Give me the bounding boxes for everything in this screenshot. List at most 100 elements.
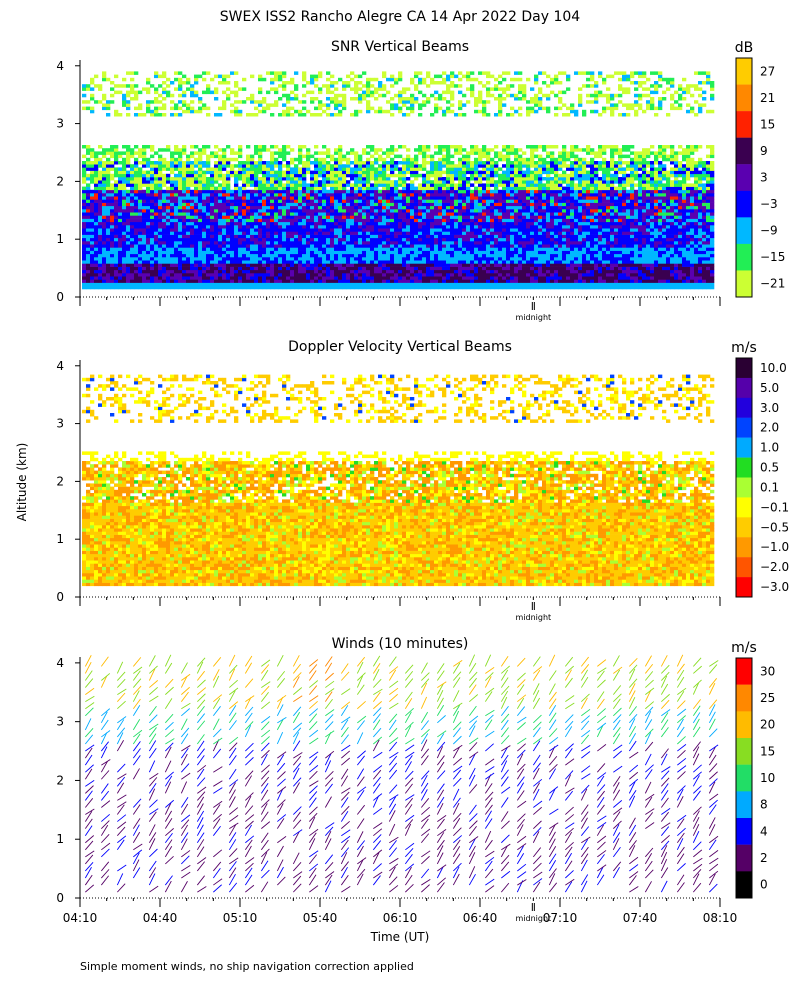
- colorbar-swatch: [736, 137, 752, 165]
- colorbar-swatch: [736, 243, 752, 271]
- x-tick-label: 05:40: [303, 911, 338, 925]
- y-tick-label: 2: [56, 474, 64, 488]
- colorbar-swatch: [736, 58, 752, 85]
- colorbar-label: 4: [760, 824, 768, 838]
- figure-title: SWEX ISS2 Rancho Alegre CA 14 Apr 2022 D…: [220, 9, 581, 25]
- x-axis-label: Time (UT): [370, 930, 430, 944]
- colorbar-swatch: [736, 537, 752, 558]
- colorbar-label: 0: [760, 878, 768, 892]
- colorbar-swatch: [736, 377, 752, 399]
- colorbar-label: 27: [760, 64, 775, 78]
- colorbar-swatch: [736, 738, 752, 765]
- colorbar-swatch: [736, 577, 752, 598]
- midnight-label: midnight: [515, 313, 551, 322]
- colorbar-label: 8: [760, 798, 768, 812]
- midnight-label: midnight: [515, 914, 551, 923]
- y-tick-label: 4: [56, 59, 64, 73]
- colorbar-swatch: [736, 417, 752, 438]
- x-tick-label: 07:40: [623, 911, 658, 925]
- x-tick-label: 08:10: [703, 911, 738, 925]
- plot-content: [84, 654, 719, 893]
- colorbar-frame: [735, 657, 753, 899]
- y-tick-label: 0: [56, 891, 64, 905]
- plot-content: [82, 71, 715, 290]
- y-tick-label: 2: [56, 773, 64, 787]
- midnight-label: midnight: [515, 613, 551, 622]
- y-tick-label: 1: [56, 232, 64, 246]
- x-tick-label: 05:10: [223, 911, 258, 925]
- colorbar-label: −1.0: [760, 540, 789, 554]
- colorbar-label: −2.0: [760, 560, 789, 574]
- colorbar-label: −9: [760, 224, 778, 238]
- y-tick-label: 1: [56, 832, 64, 846]
- colorbar-swatch: [736, 497, 752, 518]
- y-tick-label: 3: [56, 715, 64, 729]
- colorbar-label: −3: [760, 197, 778, 211]
- colorbar-swatch: [736, 397, 752, 418]
- colorbar-label: 2.0: [760, 421, 779, 435]
- x-tick-label: 06:10: [383, 911, 418, 925]
- colorbar-label: 1.0: [760, 441, 779, 455]
- colorbar-unit: m/s: [731, 640, 757, 656]
- colorbar-swatch: [736, 844, 752, 872]
- panels: SNR Vertical Beams01234midnight27211593−…: [56, 39, 789, 944]
- colorbar-label: 2: [760, 851, 768, 865]
- y-tick-label: 0: [56, 590, 64, 604]
- colorbar-swatch: [736, 818, 752, 845]
- y-tick-label: 4: [56, 359, 64, 373]
- colorbar-swatch: [736, 711, 752, 739]
- colorbar: 27 21 15 9 3 −3 −9 −15 −21 dB: [735, 40, 785, 298]
- colorbar-label: 9: [760, 144, 768, 158]
- panel-2: Doppler Velocity Vertical Beams 0 1 2 3 4 midn…: [56, 339, 789, 622]
- colorbar-swatch: [736, 457, 752, 478]
- colorbar-swatch: [736, 190, 752, 218]
- colorbar-swatch: [736, 111, 752, 138]
- colorbar-swatch: [736, 270, 752, 298]
- colorbar-label: 30: [760, 664, 775, 678]
- colorbar-swatch: [736, 358, 752, 379]
- colorbar-label: 0.1: [760, 480, 779, 494]
- colorbar-label: −15: [760, 250, 785, 264]
- colorbar-label: 15: [760, 117, 775, 131]
- colorbar-swatch: [736, 477, 752, 498]
- colorbar-swatch: [736, 684, 752, 712]
- colorbar-label: 20: [760, 718, 775, 732]
- colorbar-label: 5.0: [760, 381, 779, 395]
- colorbar-swatch: [736, 217, 752, 245]
- colorbar-label: −3.0: [760, 580, 789, 594]
- colorbar-label: −21: [760, 277, 785, 291]
- colorbar-swatch: [736, 764, 752, 792]
- colorbar-label: 10: [760, 771, 775, 785]
- colorbar-label: 21: [760, 91, 775, 105]
- panel-3: Winds (10 minutes) 0 1 2 3 4 midnight 04:10 04:4…: [56, 636, 775, 944]
- colorbar-label: 25: [760, 691, 775, 705]
- y-tick-label: 3: [56, 417, 64, 431]
- footnote: Simple moment winds, no ship navigation …: [80, 960, 414, 973]
- y-tick-label: 3: [56, 117, 64, 131]
- panel-title: Winds (10 minutes): [332, 636, 469, 652]
- colorbar-frame: [735, 357, 753, 598]
- colorbar-label: 0.5: [760, 461, 779, 475]
- panel-1: SNR Vertical Beams 0 1 2 3 4 midnight 27 21 15 9 3 −…: [56, 39, 785, 322]
- colorbar-swatch: [736, 658, 752, 685]
- y-tick-label: 4: [56, 656, 64, 670]
- x-tick-label: 04:10: [63, 911, 98, 925]
- colorbar-unit: m/s: [731, 340, 757, 356]
- colorbar-swatch: [736, 164, 752, 191]
- colorbar-label: −0.1: [760, 500, 789, 514]
- x-tick-label: 06:40: [463, 911, 498, 925]
- colorbar-label: 10.0: [760, 361, 787, 375]
- x-tick-label: 04:40: [143, 911, 178, 925]
- colorbar-label: −0.5: [760, 520, 789, 534]
- colorbar-label: 3: [760, 171, 768, 185]
- y-tick-label: 1: [56, 532, 64, 546]
- x-tick-label: 07:10: [543, 911, 578, 925]
- colorbar-swatch: [736, 871, 752, 899]
- colorbar-swatch: [736, 791, 752, 819]
- colorbar-swatch: [736, 84, 752, 112]
- colorbar-frame: [735, 57, 753, 298]
- colorbar-swatch: [736, 437, 752, 458]
- plot-content: [82, 374, 715, 587]
